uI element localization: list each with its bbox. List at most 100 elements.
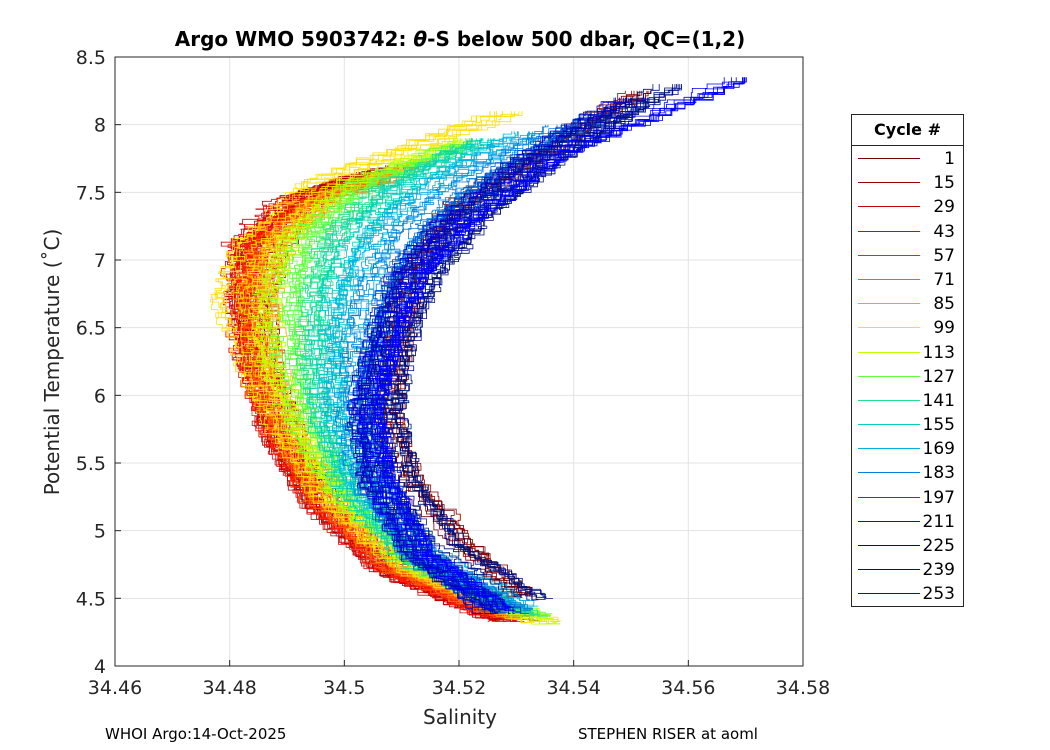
legend-label: 71 — [933, 269, 955, 290]
legend-entry: 211 — [852, 509, 963, 533]
legend-entry: 197 — [852, 485, 963, 509]
profile-line — [369, 77, 743, 609]
legend-label: 99 — [933, 318, 955, 339]
legend-swatch — [858, 182, 920, 184]
legend-entry: 113 — [852, 340, 963, 364]
x-tick-label: 34.5 — [323, 677, 365, 699]
legend-entry: 253 — [852, 581, 963, 605]
footer-right: STEPHEN RISER at aoml — [578, 725, 758, 743]
legend-label: 211 — [922, 511, 955, 532]
y-tick-label: 6 — [94, 385, 106, 407]
legend-label: 29 — [933, 197, 955, 218]
legend-swatch — [858, 545, 920, 546]
profile-line — [299, 138, 535, 617]
series-253 — [352, 77, 747, 611]
legend-swatch — [858, 472, 920, 474]
legend-entry: 85 — [852, 291, 963, 315]
x-tick-label: 34.52 — [432, 677, 486, 699]
legend-swatch — [858, 303, 920, 305]
x-tick-label: 34.48 — [202, 677, 256, 699]
profile-line — [255, 138, 549, 625]
legend-label: 15 — [933, 173, 955, 194]
legend: Cycle # 1 15 29 43 57 71 85 99 113 127 141 155 169 18… — [851, 114, 964, 607]
legend-label: 239 — [922, 560, 955, 581]
y-axis-label: Potential Temperature (˚C) — [40, 228, 64, 496]
legend-label: 183 — [922, 463, 955, 484]
legend-swatch — [858, 351, 920, 353]
y-tick-label: 5.5 — [76, 453, 106, 475]
legend-entry: 183 — [852, 460, 963, 484]
profile-line — [269, 145, 527, 616]
legend-swatch — [858, 375, 920, 377]
legend-label: 225 — [922, 536, 955, 556]
legend-label: 85 — [933, 294, 955, 315]
profile-line — [215, 111, 535, 623]
legend-entry: 15 — [852, 170, 963, 194]
profile-line — [299, 138, 525, 617]
legend-title: Cycle # — [852, 115, 963, 146]
legend-swatch — [858, 158, 920, 159]
legend-swatch — [858, 399, 920, 401]
profile-line — [295, 138, 520, 617]
legend-entry: 225 — [852, 533, 963, 557]
x-tick-label: 34.54 — [546, 677, 600, 699]
legend-label: 197 — [922, 487, 955, 508]
legend-label: 127 — [922, 366, 955, 387]
profile-line — [352, 97, 624, 614]
x-axis-label: Salinity — [423, 705, 497, 729]
profile-line — [253, 138, 541, 622]
profile-line — [304, 138, 508, 613]
profile-line — [373, 77, 746, 609]
legend-swatch — [858, 593, 920, 595]
legend-entry: 43 — [852, 219, 963, 243]
profile-line — [360, 97, 632, 612]
profile-line — [232, 178, 492, 617]
title-theta: θ — [413, 27, 428, 51]
legend-entry: 169 — [852, 436, 963, 460]
legend-swatch — [858, 254, 920, 256]
y-tick-label: 8.5 — [76, 47, 106, 69]
profile-line — [347, 97, 615, 614]
x-tick-label: 34.58 — [776, 677, 830, 699]
profile-line — [239, 172, 498, 616]
profile-line — [394, 84, 680, 598]
legend-swatch — [858, 230, 920, 232]
legend-label: 1 — [944, 149, 955, 169]
y-tick-label: 7.5 — [76, 182, 106, 204]
legend-entry: 141 — [852, 388, 963, 412]
legend-entries: 1 15 29 43 57 71 85 99 113 127 141 155 169 183 197 211 2… — [852, 146, 963, 606]
legend-label: 43 — [933, 221, 955, 242]
profile-line — [389, 84, 677, 601]
legend-swatch — [858, 448, 920, 450]
profile-line — [221, 111, 543, 621]
legend-label: 113 — [922, 342, 955, 363]
chart-title: Argo WMO 5903742: θ-S below 500 dbar, QC… — [0, 27, 920, 51]
ticks: 34.46 34.48 34.5 34.52 34.54 34.56 34.58 4 4.5 5 5… — [76, 47, 830, 699]
profile-line — [315, 138, 512, 612]
legend-swatch — [858, 569, 920, 571]
y-tick-label: 4 — [94, 656, 106, 678]
y-tick-label: 7 — [94, 250, 106, 272]
legend-entry: 155 — [852, 412, 963, 436]
profile-line — [348, 97, 616, 614]
profile-line — [210, 111, 533, 622]
y-tick-label: 4.5 — [76, 588, 106, 610]
legend-entry: 127 — [852, 364, 963, 388]
profile-line — [352, 77, 725, 609]
legend-entry: 239 — [852, 557, 963, 581]
legend-label: 57 — [933, 245, 955, 266]
legend-swatch — [858, 424, 920, 426]
x-tick-label: 34.56 — [661, 677, 715, 699]
series-group — [210, 77, 747, 625]
legend-entry: 1 — [852, 146, 963, 170]
legend-label: 141 — [922, 390, 955, 411]
profile-line — [397, 84, 682, 600]
legend-swatch — [858, 496, 920, 498]
footer-left: WHOI Argo:14-Oct-2025 — [105, 725, 287, 743]
title-suffix: -S below 500 dbar, QC=(1,2) — [427, 27, 746, 51]
legend-label: 155 — [922, 415, 955, 436]
y-tick-label: 8 — [94, 115, 106, 137]
legend-entry: 99 — [852, 315, 963, 339]
legend-label: 169 — [922, 439, 955, 460]
